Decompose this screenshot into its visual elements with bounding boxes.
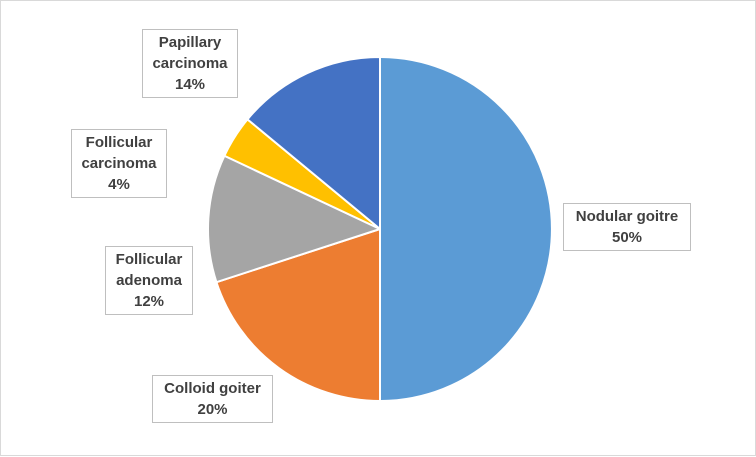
label-percent: 4% xyxy=(108,176,130,193)
label-percent: 12% xyxy=(133,293,165,310)
label-line: Follicular xyxy=(115,251,183,268)
data-label-follicular-adenoma: Follicular adenoma 12% xyxy=(105,246,193,315)
data-label-colloid-goiter: Colloid goiter 20% xyxy=(152,375,273,423)
data-label-papillary-carcinoma: Papillary carcinoma 14% xyxy=(142,29,238,98)
pie-slice-papillary-carcinoma xyxy=(246,56,381,230)
data-label-follicular-carcinoma: Follicular carcinoma 4% xyxy=(71,129,167,198)
label-line: carcinoma xyxy=(81,155,157,172)
data-label-nodular-goitre: Nodular goitre 50% xyxy=(563,203,691,251)
label-line: adenoma xyxy=(116,272,182,289)
label-line: Follicular xyxy=(85,134,153,151)
pie-slice-follicular-adenoma xyxy=(207,154,381,284)
label-percent: 20% xyxy=(197,401,228,418)
pie-slice-nodular-goitre xyxy=(379,56,553,402)
label-percent: 14% xyxy=(174,76,206,93)
label-line: Papillary xyxy=(158,34,222,51)
label-percent: 50% xyxy=(611,229,643,246)
label-line: Colloid goiter xyxy=(164,380,261,397)
pie-slice-colloid-goiter xyxy=(215,228,381,402)
label-line: carcinoma xyxy=(152,55,228,72)
label-line: Nodular goitre xyxy=(575,208,679,225)
